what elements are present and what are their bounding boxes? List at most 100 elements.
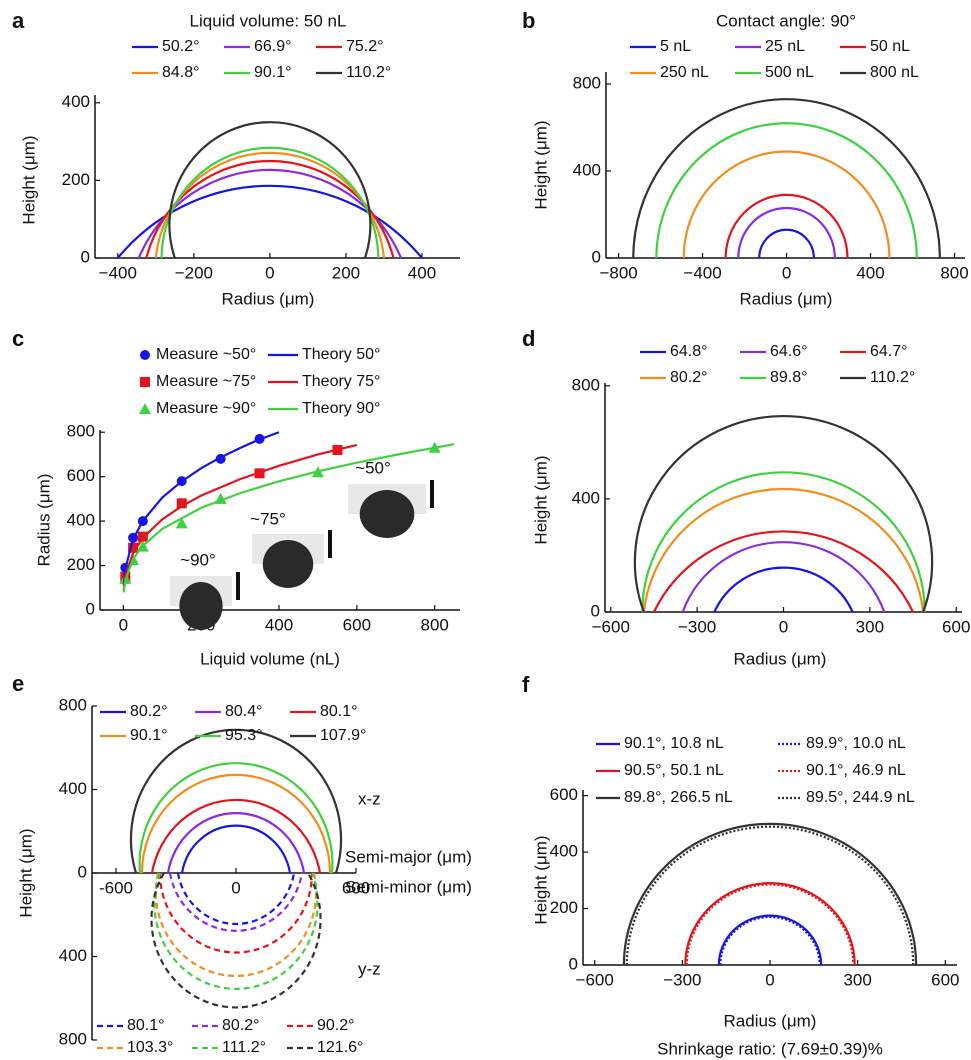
- x-tick-label: 800: [940, 263, 968, 282]
- x-tick-label: 600: [343, 615, 371, 634]
- annotation: ~50°: [355, 458, 391, 477]
- y-tick-label: 600: [550, 785, 578, 804]
- droplet-profile: [154, 872, 318, 978]
- y-tick-label: 400: [62, 92, 90, 111]
- legend-label: 80.4°: [225, 703, 263, 720]
- droplet-profile: [150, 798, 322, 874]
- x-axis-label: Radius (μm): [734, 649, 827, 668]
- panel-label: c: [12, 326, 24, 351]
- x-tick-label: 400: [265, 615, 293, 634]
- legend-label: 500 nL: [765, 64, 814, 81]
- y-tick-label: 800: [573, 73, 601, 92]
- data-point: [176, 498, 187, 509]
- x-tick-label: −300: [663, 970, 701, 989]
- y-axis-label: Radius (μm): [34, 474, 53, 567]
- droplet-profile: [724, 193, 849, 259]
- y-tick-label: 400: [59, 779, 87, 798]
- x-axis-label: Liquid volume (nL): [200, 649, 340, 668]
- annotation: ~90°: [180, 550, 216, 569]
- droplet-profile: [642, 487, 925, 613]
- x-tick-label: −400: [683, 263, 721, 282]
- legend-label: Theory 50°: [302, 346, 380, 363]
- x-tick-label: 0: [119, 615, 128, 634]
- annotation: Shrinkage ratio: (7.69±0.39)%: [657, 1039, 883, 1058]
- legend-label: 103.3°: [127, 1039, 173, 1056]
- y-tick-label: 400: [550, 842, 578, 861]
- legend-label: 90.1°, 46.9 nL: [806, 762, 906, 779]
- annotation: ~75°: [250, 509, 286, 528]
- droplet-profile: [129, 728, 343, 874]
- legend-label: 89.8°: [770, 369, 808, 386]
- droplet-profile: [719, 915, 821, 966]
- legend-label: 250 nL: [660, 64, 709, 81]
- legend-swatch: [140, 350, 150, 360]
- x-tick-label: 800: [421, 615, 449, 634]
- droplet-profile: [622, 822, 918, 966]
- legend-label: 111.2°: [222, 1039, 266, 1056]
- droplet-profile: [633, 415, 934, 613]
- droplet-profile: [717, 914, 823, 966]
- droplet-profile: [166, 812, 306, 874]
- y-tick-label: 0: [78, 862, 87, 881]
- legend-label: 80.1°: [127, 1017, 165, 1034]
- y-tick-label: 600: [67, 466, 95, 485]
- legend-label: Measure ~90°: [156, 400, 256, 417]
- legend-label: 89.8°, 266.5 nL: [624, 789, 733, 806]
- x-tick-label: -600: [99, 878, 133, 897]
- droplet-profile: [153, 872, 319, 990]
- droplet-profile: [652, 530, 915, 613]
- droplet-profile: [145, 159, 395, 259]
- theory-line: [122, 443, 358, 591]
- droplet: [262, 540, 314, 588]
- legend-label: Measure ~75°: [156, 373, 256, 390]
- legend-swatch: [140, 377, 150, 387]
- droplet-profile: [116, 184, 423, 259]
- panel-label: a: [12, 8, 25, 33]
- legend-label: 80.1°: [320, 703, 358, 720]
- y-tick-label: 400: [59, 946, 87, 965]
- legend-label: 110.2°: [346, 64, 391, 81]
- droplet-profile: [168, 872, 304, 932]
- scale-bar: [328, 530, 332, 558]
- legend-label: Theory 90°: [302, 400, 380, 417]
- legend-label: 89.5°, 244.9 nL: [806, 789, 915, 806]
- legend-label: 25 nL: [765, 38, 805, 55]
- droplet-profile: [758, 228, 815, 259]
- x-tick-label: 0: [782, 263, 791, 282]
- droplet-profile: [150, 872, 322, 1009]
- annotation: Semi-major (μm): [345, 847, 472, 866]
- x-axis-label: Radius (μm): [222, 289, 315, 308]
- y-tick-label: 400: [572, 488, 600, 507]
- legend-label: 80.2°: [130, 703, 168, 720]
- y-tick-label: 800: [59, 695, 87, 714]
- y-tick-label: 200: [67, 555, 95, 574]
- x-tick-label: 300: [843, 970, 871, 989]
- annotation: Semi-minor (μm): [345, 877, 472, 896]
- theory-line: [122, 431, 280, 586]
- y-axis-label: Height (μm): [531, 835, 550, 924]
- theory-line: [122, 443, 455, 593]
- droplet-profile: [160, 146, 380, 259]
- droplet-profile: [154, 151, 386, 259]
- legend-label: 75.2°: [346, 38, 384, 55]
- droplet-profile: [176, 872, 296, 925]
- y-axis-label: Height (μm): [531, 120, 550, 209]
- legend-label: Measure ~50°: [156, 346, 256, 363]
- legend-label: 121.6°: [317, 1039, 363, 1056]
- legend-label: 80.2°: [222, 1017, 260, 1034]
- droplet-profile: [180, 824, 292, 874]
- legend-label: 64.6°: [770, 343, 808, 360]
- y-tick-label: 0: [86, 599, 95, 618]
- y-tick-label: 800: [67, 422, 95, 441]
- droplet-profile: [158, 872, 314, 954]
- x-axis-label: Radius (μm): [724, 1011, 817, 1030]
- droplet-profile: [625, 825, 915, 966]
- legend-label: 50.2°: [162, 38, 200, 55]
- legend-label: 64.7°: [870, 343, 908, 360]
- x-tick-label: 600: [342, 878, 370, 897]
- legend-label: 110.2°: [870, 369, 915, 386]
- legend-label: 95.3°: [225, 727, 263, 744]
- scale-bar: [236, 572, 240, 600]
- y-tick-label: 0: [569, 954, 578, 973]
- y-tick-label: 800: [572, 375, 600, 394]
